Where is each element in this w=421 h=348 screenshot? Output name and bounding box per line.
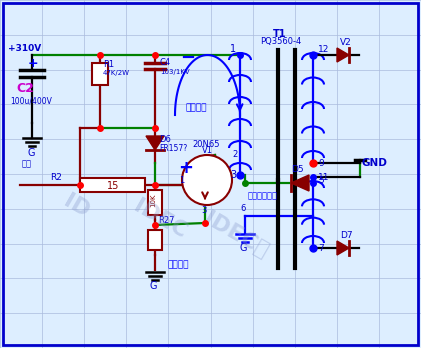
Bar — [92, 63, 108, 85]
Text: 3: 3 — [201, 206, 206, 215]
Text: 电流方向: 电流方向 — [185, 103, 206, 112]
Text: 热地: 热地 — [22, 159, 32, 168]
Text: +: + — [28, 57, 39, 70]
Text: G: G — [240, 243, 248, 253]
Text: 103/1KV: 103/1KV — [160, 69, 189, 75]
Text: R1: R1 — [103, 60, 114, 69]
Text: 11: 11 — [318, 173, 330, 182]
Text: G: G — [150, 281, 157, 291]
Text: 12: 12 — [318, 45, 329, 54]
Text: 100u/400V: 100u/400V — [10, 96, 52, 105]
Polygon shape — [291, 175, 309, 191]
Text: +310V: +310V — [8, 44, 41, 53]
Text: 10K: 10K — [150, 193, 156, 207]
Text: −: − — [180, 49, 195, 67]
Text: C4: C4 — [160, 58, 171, 67]
Text: C2: C2 — [16, 82, 34, 95]
Text: 3: 3 — [230, 170, 236, 180]
Text: V1: V1 — [202, 146, 213, 155]
Polygon shape — [337, 48, 349, 62]
Text: ID: ID — [60, 191, 93, 222]
Text: FR157?: FR157? — [159, 144, 187, 153]
Text: 7: 7 — [318, 244, 324, 253]
Text: 5: 5 — [318, 176, 324, 185]
Text: 持续供电线圈: 持续供电线圈 — [248, 191, 278, 200]
Text: 20N65: 20N65 — [192, 140, 219, 149]
Text: GND: GND — [362, 158, 388, 168]
Circle shape — [182, 155, 232, 205]
Text: IDEC: IDEC — [130, 196, 190, 242]
Text: T1: T1 — [273, 29, 287, 39]
Text: 1: 1 — [179, 176, 184, 185]
Bar — [80, 178, 145, 192]
Text: R2: R2 — [50, 173, 62, 182]
Text: 1: 1 — [230, 44, 236, 54]
Polygon shape — [146, 136, 164, 150]
Text: +: + — [178, 159, 193, 177]
Text: D7: D7 — [340, 231, 353, 240]
Text: 9: 9 — [318, 159, 324, 168]
Text: 6: 6 — [240, 204, 245, 213]
Polygon shape — [337, 241, 349, 255]
Bar — [148, 230, 162, 250]
Text: D5: D5 — [291, 165, 304, 174]
Text: 47K/2W: 47K/2W — [103, 70, 130, 76]
Text: D6: D6 — [159, 135, 171, 144]
Text: 15: 15 — [107, 181, 120, 191]
Bar — [148, 190, 162, 215]
Text: IDEC系: IDEC系 — [200, 209, 272, 262]
Text: 电流方向: 电流方向 — [167, 260, 189, 269]
Text: G: G — [27, 148, 35, 158]
Text: PQ3560-4: PQ3560-4 — [260, 37, 301, 46]
Text: V2: V2 — [340, 38, 352, 47]
Text: 2: 2 — [232, 150, 237, 159]
Text: R27: R27 — [158, 216, 174, 225]
